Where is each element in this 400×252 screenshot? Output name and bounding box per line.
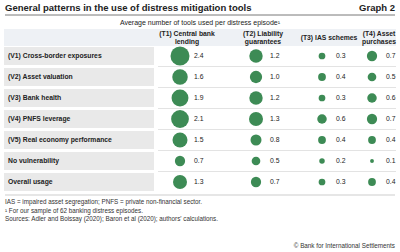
bubble <box>319 158 324 163</box>
row-separator <box>158 150 396 151</box>
bubble <box>319 53 326 60</box>
bubble <box>367 114 377 124</box>
column-header: (T4) Assetpurchases <box>362 30 396 46</box>
bubble <box>252 157 261 166</box>
notes-rule <box>5 195 395 196</box>
row-label: (V2) Asset valuation <box>8 73 73 81</box>
row-label-box <box>4 47 154 65</box>
data-label: 0.5 <box>386 73 396 80</box>
row-label-box <box>4 89 154 107</box>
bubble <box>172 132 187 147</box>
column-header-line: purchases <box>362 38 396 46</box>
data-label: 0.7 <box>194 157 204 164</box>
data-label: 0.5 <box>270 157 280 164</box>
copyright: © Bank for International Settlements <box>294 242 395 249</box>
data-label: 0.4 <box>386 136 396 143</box>
column-header-line: lending <box>175 38 199 46</box>
data-label: 1.5 <box>194 136 204 143</box>
bubble <box>319 179 326 186</box>
row-label: Overall usage <box>8 178 53 186</box>
bubble <box>251 135 262 146</box>
bubble <box>318 136 326 144</box>
data-label: 0.1 <box>386 157 396 164</box>
bubble <box>249 112 263 126</box>
row-separator <box>158 87 396 88</box>
bubble <box>173 175 187 189</box>
data-label: 0.4 <box>336 136 346 143</box>
footnote: IAS = impaired asset segregation; PNFS =… <box>5 198 202 206</box>
row-label: (V3) Bank health <box>8 94 61 102</box>
row-label: No vulnerability <box>8 157 59 165</box>
bubbles <box>171 47 378 189</box>
bubble <box>172 90 189 107</box>
subtitle: Average number of tools used per distres… <box>120 19 281 27</box>
data-label: 2.4 <box>194 52 204 59</box>
row-separator <box>158 108 396 109</box>
row-label-box <box>4 131 154 149</box>
header-band <box>4 29 396 46</box>
bubble <box>250 71 262 83</box>
data-label: 0.3 <box>336 52 346 59</box>
data-label: 1.3 <box>270 115 280 122</box>
bubble <box>175 156 185 166</box>
data-label: 1.6 <box>194 73 204 80</box>
bubble <box>171 47 190 66</box>
footnote: ¹ For our sample of 62 banking distress … <box>5 207 143 215</box>
data-label: 0.4 <box>386 178 396 185</box>
bubble <box>370 159 374 163</box>
bubble <box>367 93 377 103</box>
data-label: 0.6 <box>386 94 396 101</box>
data-label: 0.2 <box>336 157 346 164</box>
bubble <box>319 95 326 102</box>
data-label: 0.7 <box>270 178 280 185</box>
footnote: Sources: Adler and Boissay (2020); Baron… <box>5 215 218 223</box>
column-header-line: (T1) Central bank <box>159 30 215 38</box>
title: General patterns in the use of distress … <box>5 2 252 13</box>
bubble <box>249 49 262 62</box>
data-label: 0.3 <box>336 94 346 101</box>
data-label: 0.3 <box>336 178 346 185</box>
row-separator <box>158 66 396 67</box>
row-label: (V4) PNFS leverage <box>8 115 71 123</box>
column-header: (T3) IAS schemes <box>301 34 358 42</box>
row-label: (V5) Real economy performance <box>8 136 112 144</box>
row-label-box <box>4 173 154 191</box>
data-label: 0.4 <box>336 73 346 80</box>
bubble <box>317 114 327 124</box>
column-header: (T2) Liabilityguarantees <box>243 30 283 46</box>
data-label: 0.7 <box>386 52 396 59</box>
row-label-box <box>4 68 154 86</box>
column-header-line: guarantees <box>245 38 281 46</box>
graph-label: Graph 2 <box>359 2 395 13</box>
bubble <box>368 73 377 82</box>
column-header-line: (T3) IAS schemes <box>301 34 358 42</box>
row-label-box <box>4 110 154 128</box>
row-label: (V1) Cross-border exposures <box>8 52 102 60</box>
row-label-box <box>4 152 154 170</box>
data-label: 1.0 <box>270 73 280 80</box>
bubble <box>318 73 326 81</box>
data-label: 2.1 <box>194 115 204 122</box>
bubble <box>251 177 261 187</box>
column-header: (T1) Central banklending <box>159 30 215 46</box>
bubble <box>171 110 189 128</box>
data-label: 0.7 <box>386 115 396 122</box>
column-header-line: (T4) Asset <box>363 30 396 38</box>
data-label: 0.6 <box>336 115 346 122</box>
title-rule <box>5 15 395 16</box>
bubble <box>367 51 377 61</box>
row-separator <box>158 129 396 130</box>
column-header-line: (T2) Liability <box>243 30 283 38</box>
bubble <box>368 136 376 144</box>
data-label: 1.9 <box>194 94 204 101</box>
data-label: 1.2 <box>270 52 280 59</box>
bubble <box>368 178 376 186</box>
data-label: 1.3 <box>194 178 204 185</box>
row-separator <box>158 171 396 172</box>
data-label: 0.8 <box>270 136 280 143</box>
data-label: 1.2 <box>270 94 280 101</box>
bubble <box>249 91 262 104</box>
bubble <box>172 69 188 85</box>
chart: General patterns in the use of distress … <box>0 0 400 252</box>
